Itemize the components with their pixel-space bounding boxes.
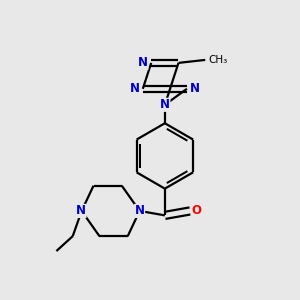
Text: N: N <box>160 98 170 111</box>
Text: N: N <box>130 82 140 95</box>
Text: O: O <box>191 204 201 218</box>
Text: N: N <box>76 204 86 218</box>
Text: N: N <box>138 56 148 69</box>
Text: CH₃: CH₃ <box>209 55 228 65</box>
Text: N: N <box>190 82 200 95</box>
Text: N: N <box>135 204 145 218</box>
